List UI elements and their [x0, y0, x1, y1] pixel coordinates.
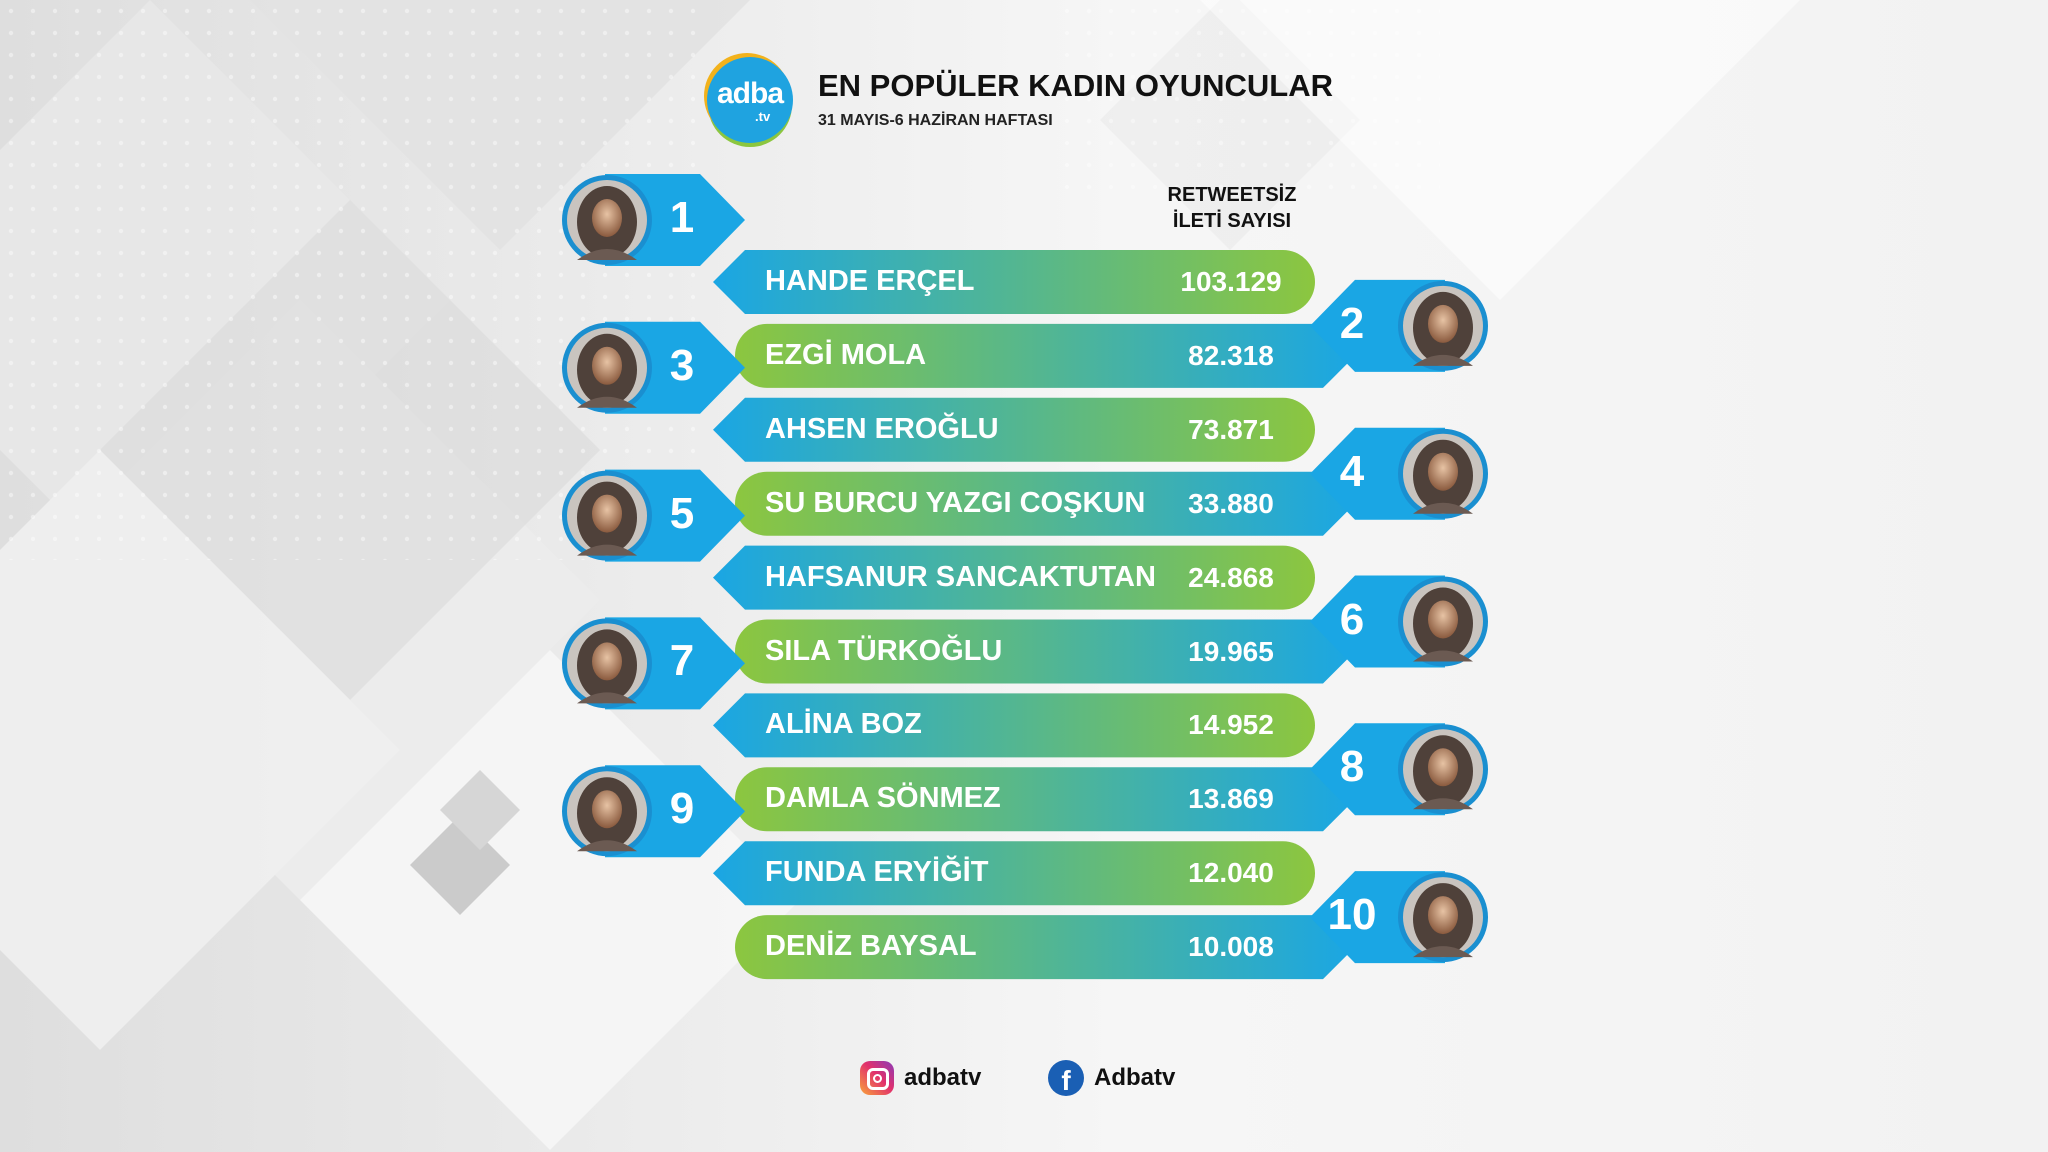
adba-logo: adba .tv [707, 57, 793, 143]
bar-9 [713, 841, 1315, 906]
facebook-link[interactable]: f Adbatv [1048, 1058, 1175, 1098]
instagram-handle: adbatv [904, 1064, 982, 1091]
post-count-8: 13.869 [1188, 783, 1274, 815]
chart-title: EN POPÜLER KADIN OYUNCULAR [818, 68, 1333, 103]
post-count-10: 10.008 [1188, 931, 1274, 963]
rank-number-7: 7 [669, 636, 695, 686]
avatar-8 [1398, 724, 1488, 815]
bar-5 [713, 545, 1315, 610]
actress-name-10: DENİZ BAYSAL [765, 930, 977, 963]
avatar-face [592, 199, 622, 237]
bar-7 [713, 693, 1315, 758]
rank-number-2: 2 [1339, 298, 1365, 348]
actress-name-6: SILA TÜRKOĞLU [765, 634, 1003, 667]
bar-1 [713, 250, 1315, 314]
avatar-4 [1398, 428, 1488, 519]
avatar-face [592, 346, 622, 385]
post-count-7: 14.952 [1188, 709, 1274, 741]
post-count-1: 103.129 [1180, 266, 1282, 297]
avatar-6 [1398, 576, 1488, 667]
avatar-10 [1398, 872, 1488, 963]
avatar-face [592, 790, 622, 829]
avatar-shoulders [1413, 502, 1473, 514]
post-count-6: 19.965 [1188, 635, 1274, 667]
avatar-shoulders [577, 692, 637, 704]
chart-subtitle: 31 MAYIS-6 HAZİRAN HAFTASI [818, 112, 1053, 129]
actress-name-3: AHSEN EROĞLU [765, 412, 999, 445]
rank-number-3: 3 [669, 340, 695, 390]
actress-name-7: ALİNA BOZ [765, 708, 922, 741]
row-7 [562, 617, 1315, 758]
row-10 [735, 871, 1488, 980]
bar-6 [735, 619, 1355, 684]
row-2 [735, 279, 1488, 388]
post-count-9: 12.040 [1188, 857, 1274, 889]
instagram-icon [860, 1061, 894, 1095]
rank-number-10: 10 [1327, 890, 1377, 940]
avatar-1 [562, 175, 652, 265]
row-4 [735, 427, 1488, 536]
value-column-header: RETWEETSİZ İLETİ SAYISI [1142, 182, 1322, 234]
actress-name-9: FUNDA ERYİĞİT [765, 856, 989, 889]
avatar-shoulders [577, 396, 637, 408]
actress-name-2: EZGİ MOLA [765, 338, 927, 371]
avatar-face [592, 642, 622, 681]
rank-number-4: 4 [1339, 446, 1365, 496]
facebook-icon: f [1048, 1060, 1084, 1096]
bar-4 [735, 471, 1355, 536]
actress-name-4: SU BURCU YAZGI COŞKUN [765, 486, 1146, 519]
avatar-9 [562, 766, 652, 857]
post-count-5: 24.868 [1188, 561, 1274, 593]
logo-text: adba [716, 77, 784, 110]
logo-subtext: .tv [755, 109, 771, 124]
row-3 [562, 321, 1315, 462]
avatar-shoulders [1413, 946, 1473, 958]
avatar-5 [562, 470, 652, 561]
avatar-3 [562, 322, 652, 413]
row-6 [735, 575, 1488, 684]
post-count-3: 73.871 [1188, 413, 1274, 445]
column-header-line-2: İLETİ SAYISI [1172, 210, 1292, 232]
post-count-2: 82.318 [1188, 339, 1274, 371]
avatar-2 [1398, 280, 1488, 371]
actress-name-8: DAMLA SÖNMEZ [765, 782, 1001, 815]
rank-number-1: 1 [669, 193, 695, 242]
instagram-link[interactable]: adbatv [860, 1058, 981, 1098]
avatar-face [1428, 452, 1458, 491]
avatar-face [1428, 896, 1458, 935]
rank-number-9: 9 [669, 784, 695, 834]
row-8 [735, 723, 1488, 832]
avatar-face [1428, 748, 1458, 787]
actress-name-5: HAFSANUR SANCAKTUTAN [765, 560, 1156, 593]
row-5 [562, 469, 1315, 610]
bar-2 [735, 323, 1355, 388]
avatar-shoulders [577, 544, 637, 556]
avatar-face [592, 494, 622, 533]
bar-10 [735, 915, 1355, 980]
rank-number-5: 5 [669, 488, 695, 538]
rank-number-6: 6 [1339, 594, 1365, 644]
avatar-face [1428, 304, 1458, 343]
avatar-7 [562, 618, 652, 709]
bar-3 [713, 397, 1315, 462]
avatar-face [1428, 600, 1458, 639]
row-1 [562, 174, 1315, 314]
facebook-handle: Adbatv [1094, 1064, 1176, 1091]
avatar-shoulders [1413, 354, 1473, 366]
row-9 [562, 765, 1315, 906]
avatar-shoulders [577, 249, 637, 260]
bar-8 [735, 767, 1355, 832]
actress-name-1: HANDE ERÇEL [765, 265, 975, 297]
avatar-shoulders [1413, 650, 1473, 662]
post-count-4: 33.880 [1188, 487, 1274, 519]
avatar-shoulders [1413, 798, 1473, 810]
rank-number-8: 8 [1339, 742, 1365, 792]
column-header-line-1: RETWEETSİZ [1167, 184, 1297, 206]
avatar-shoulders [577, 840, 637, 852]
